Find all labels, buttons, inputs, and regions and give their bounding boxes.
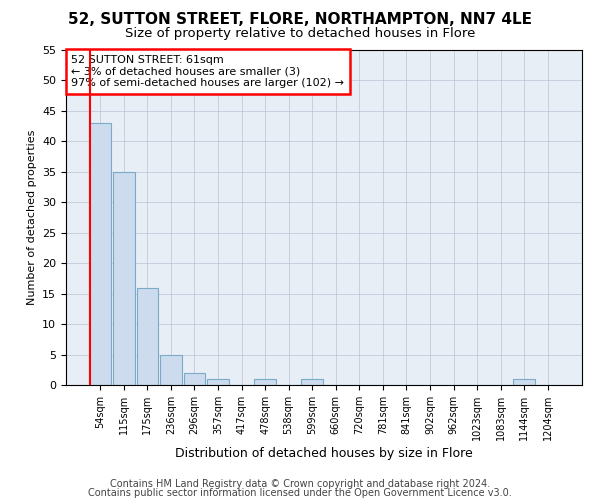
Bar [184,373,205,385]
Bar [113,172,134,385]
Text: 52, SUTTON STREET, FLORE, NORTHAMPTON, NN7 4LE: 52, SUTTON STREET, FLORE, NORTHAMPTON, N… [68,12,532,28]
Bar [301,379,323,385]
Text: 52 SUTTON STREET: 61sqm
← 3% of detached houses are smaller (3)
97% of semi-deta: 52 SUTTON STREET: 61sqm ← 3% of detached… [71,55,344,88]
Bar [89,123,111,385]
Text: Contains HM Land Registry data © Crown copyright and database right 2024.: Contains HM Land Registry data © Crown c… [110,479,490,489]
Text: Size of property relative to detached houses in Flore: Size of property relative to detached ho… [125,28,475,40]
Bar [207,379,229,385]
Bar [514,379,535,385]
Bar [160,354,182,385]
Text: Contains public sector information licensed under the Open Government Licence v3: Contains public sector information licen… [88,488,512,498]
Bar [137,288,158,385]
X-axis label: Distribution of detached houses by size in Flore: Distribution of detached houses by size … [175,447,473,460]
Bar [254,379,276,385]
Y-axis label: Number of detached properties: Number of detached properties [26,130,37,305]
